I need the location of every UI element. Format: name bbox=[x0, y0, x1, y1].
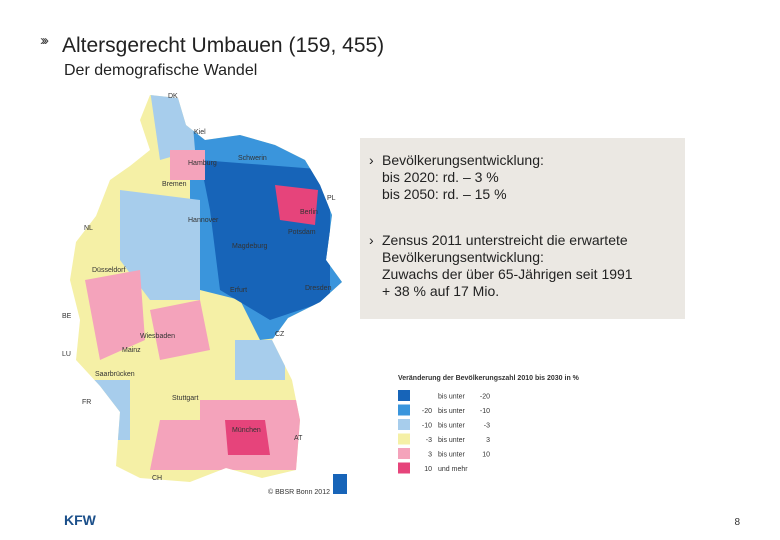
map-label: DK bbox=[168, 93, 178, 100]
bullet: › Zensus 2011 unterstreicht die erwartete… bbox=[369, 232, 633, 299]
map-label: Potsdam bbox=[288, 229, 316, 236]
legend: Veränderung der Bevölkerungszahl 2010 bi… bbox=[398, 375, 580, 474]
legend-text: bis unter bbox=[438, 394, 466, 401]
bullet-line: Zuwachs der über 65-Jährigen seit 1991 bbox=[382, 266, 633, 282]
legend-to: 3 bbox=[486, 437, 490, 444]
chevron: ››› bbox=[40, 32, 49, 49]
map-label: Hannover bbox=[188, 217, 219, 224]
bullet-line: Bevölkerungsentwicklung: bbox=[382, 249, 544, 265]
legend-swatch bbox=[398, 462, 410, 474]
map-label: AT bbox=[294, 435, 303, 442]
legend-swatch bbox=[398, 390, 410, 401]
map-label: Erfurt bbox=[230, 287, 247, 294]
legend-to: -20 bbox=[480, 394, 490, 401]
legend-to: 10 bbox=[482, 452, 490, 459]
map-label: Magdeburg bbox=[232, 243, 268, 250]
legend-to: -10 bbox=[480, 408, 490, 415]
legend-text: bis unter bbox=[438, 423, 466, 430]
bullet-line: + 38 % auf 17 Mio. bbox=[382, 283, 500, 299]
map-label: Berlin bbox=[300, 209, 318, 216]
map-label: Mainz bbox=[122, 347, 141, 354]
map-credit: © BBSR Bonn 2012 bbox=[268, 488, 330, 496]
map-label: NL bbox=[84, 225, 93, 232]
legend-from: 10 bbox=[424, 466, 432, 473]
legend-swatch bbox=[398, 419, 410, 430]
map-label: CH bbox=[152, 475, 162, 482]
bullet-line: bis 2050: rd. – 15 % bbox=[382, 186, 507, 202]
map-label: LU bbox=[62, 351, 71, 358]
map-label: Hamburg bbox=[188, 160, 217, 167]
map-label: Bremen bbox=[162, 181, 187, 188]
legend-to: -3 bbox=[484, 423, 490, 430]
map-label: Stuttgart bbox=[172, 395, 199, 402]
legend-text: bis unter bbox=[438, 437, 466, 444]
map-label: PL bbox=[327, 195, 336, 202]
legend-text: bis unter bbox=[438, 408, 466, 415]
legend-text: und mehr bbox=[438, 466, 468, 473]
bullet-line: bis 2020: rd. – 3 % bbox=[382, 169, 499, 185]
map-label: Wiesbaden bbox=[140, 333, 175, 340]
bullet: › Bevölkerungsentwicklung: bis 2020: rd. –… bbox=[369, 152, 544, 202]
legend-swatch bbox=[398, 404, 410, 416]
legend-from: 3 bbox=[428, 452, 432, 459]
map-labels: DK Kiel Schwerin Hamburg Bremen Hannover… bbox=[62, 93, 336, 496]
logo: KFW bbox=[64, 512, 97, 528]
legend-title: Veränderung der Bevölkerungszahl 2010 bi… bbox=[398, 375, 580, 382]
map-label: CZ bbox=[275, 331, 285, 338]
map-label: BE bbox=[62, 313, 72, 320]
map-label: Saarbrücken bbox=[95, 371, 135, 378]
subtitle: Der demografische Wandel bbox=[64, 62, 258, 79]
legend-swatch bbox=[398, 448, 410, 459]
title: Altersgerecht Umbauen (159, 455) bbox=[62, 34, 385, 57]
legend-from: -3 bbox=[426, 437, 432, 444]
legend-text: bis unter bbox=[438, 452, 466, 459]
page-number: 8 bbox=[734, 517, 740, 528]
legend-from: -10 bbox=[422, 423, 432, 430]
bullet-line: Zensus 2011 unterstreicht die erwartete bbox=[382, 232, 628, 248]
bullet-line: Bevölkerungsentwicklung: bbox=[382, 152, 544, 168]
map-label: Schwerin bbox=[238, 155, 267, 162]
map-label: FR bbox=[82, 399, 91, 406]
map-label: Dresden bbox=[305, 285, 332, 292]
info-box: › Bevölkerungsentwicklung: bis 2020: rd. –… bbox=[360, 138, 685, 319]
map-label: Kiel bbox=[194, 129, 206, 136]
bbsr-logo bbox=[333, 474, 347, 494]
legend-from: -20 bbox=[422, 408, 432, 415]
map-label: Düsseldorf bbox=[92, 267, 126, 274]
legend-swatch bbox=[398, 433, 410, 445]
map-label: München bbox=[232, 427, 261, 434]
